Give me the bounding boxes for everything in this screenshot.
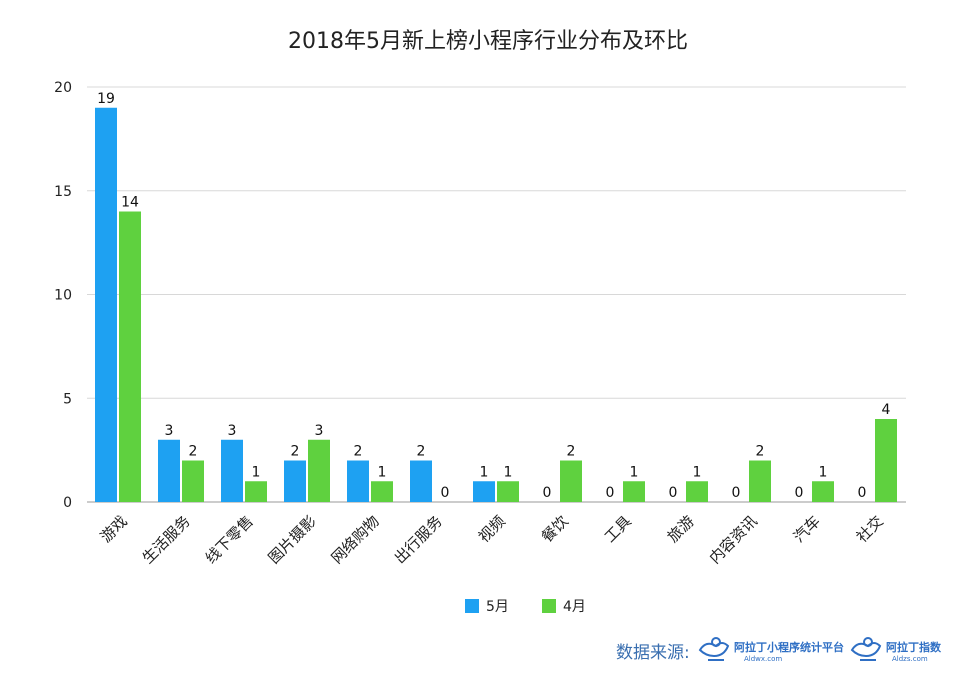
bar-april — [749, 460, 771, 502]
legend-swatch-april — [542, 599, 556, 613]
data-label: 1 — [252, 464, 261, 480]
data-label: 0 — [606, 485, 615, 501]
source-credit: 数据来源: 阿拉丁小程序统计平台 Aldwx.com 阿拉丁指数 Aldzs.c… — [616, 637, 942, 663]
bar-may — [347, 460, 369, 502]
chart-title: 2018年5月新上榜小程序行业分布及环比 — [288, 29, 688, 54]
x-category-label: 线下零售 — [202, 512, 257, 567]
logo-aldzs-url: Aldzs.com — [892, 655, 928, 663]
x-category-label: 旅游 — [664, 512, 698, 546]
logo-aldwx-name: 阿拉丁小程序统计平台 — [734, 640, 844, 654]
bar-april — [497, 481, 519, 502]
bar-april — [623, 481, 645, 502]
aladdin-lamp-icon — [698, 637, 730, 661]
data-label: 2 — [567, 444, 576, 460]
bar-may — [95, 107, 117, 502]
x-category-label: 视频 — [475, 512, 509, 546]
legend: 5月 4月 — [465, 599, 586, 615]
x-axis-category-labels: 游戏 生活服务 线下零售 图片摄影 网络购物 出行服务 视频 餐饮 工具 旅游 内容资讯 汽车 社交 — [97, 512, 887, 567]
data-label: 0 — [858, 485, 867, 501]
bar-may — [158, 439, 180, 502]
y-tick-label: 15 — [54, 184, 72, 200]
bar-april — [308, 439, 330, 502]
data-label: 1 — [504, 464, 513, 480]
bar-april — [119, 211, 141, 502]
legend-label-april: 4月 — [563, 599, 586, 615]
data-label: 4 — [882, 402, 891, 418]
x-category-label: 出行服务 — [391, 512, 446, 567]
data-label: 1 — [630, 464, 639, 480]
data-label: 3 — [165, 423, 174, 439]
data-label: 2 — [189, 444, 198, 460]
x-category-label: 网络购物 — [328, 512, 383, 567]
data-label: 3 — [315, 423, 324, 439]
data-label: 0 — [543, 485, 552, 501]
data-label: 0 — [441, 485, 450, 501]
bar-may — [284, 460, 306, 502]
grid-lines — [87, 86, 906, 503]
bar-april — [686, 481, 708, 502]
x-category-label: 社交 — [853, 512, 887, 546]
data-label: 0 — [795, 485, 804, 501]
aladdin-lamp-icon — [850, 637, 882, 661]
data-label: 14 — [121, 195, 139, 211]
bar-april — [182, 460, 204, 502]
data-label: 19 — [97, 91, 115, 107]
data-label: 1 — [480, 464, 489, 480]
x-category-label: 内容资讯 — [706, 512, 761, 567]
bar-april — [812, 481, 834, 502]
legend-swatch-may — [465, 599, 479, 613]
x-category-label: 汽车 — [790, 512, 824, 546]
data-label: 0 — [669, 485, 678, 501]
data-label: 1 — [378, 464, 387, 480]
bar-may — [221, 439, 243, 502]
legend-label-may: 5月 — [486, 599, 509, 615]
data-label: 1 — [693, 464, 702, 480]
data-label: 1 — [819, 464, 828, 480]
x-category-label: 餐饮 — [538, 512, 572, 546]
y-tick-label: 20 — [54, 80, 72, 96]
source-label: 数据来源: — [616, 643, 690, 663]
x-category-label: 游戏 — [97, 512, 131, 546]
y-axis-ticks: 0 5 10 15 20 — [54, 80, 72, 511]
bar-april — [875, 419, 897, 502]
data-label: 2 — [756, 444, 765, 460]
data-label: 0 — [732, 485, 741, 501]
bar-may — [410, 460, 432, 502]
x-category-label: 工具 — [601, 512, 635, 546]
bars — [95, 107, 897, 502]
data-label: 3 — [228, 423, 237, 439]
y-tick-label: 10 — [54, 288, 72, 304]
data-label: 2 — [291, 444, 300, 460]
bar-april — [560, 460, 582, 502]
data-label: 2 — [417, 444, 426, 460]
y-tick-label: 0 — [63, 495, 72, 511]
logo-aldwx-url: Aldwx.com — [744, 655, 782, 663]
bar-may — [473, 481, 495, 502]
x-category-label: 生活服务 — [139, 512, 194, 567]
bar-april — [245, 481, 267, 502]
y-tick-label: 5 — [63, 391, 72, 407]
data-label: 2 — [354, 444, 363, 460]
x-category-label: 图片摄影 — [265, 512, 320, 567]
bar-april — [371, 481, 393, 502]
logo-aldzs-name: 阿拉丁指数 — [886, 640, 942, 654]
